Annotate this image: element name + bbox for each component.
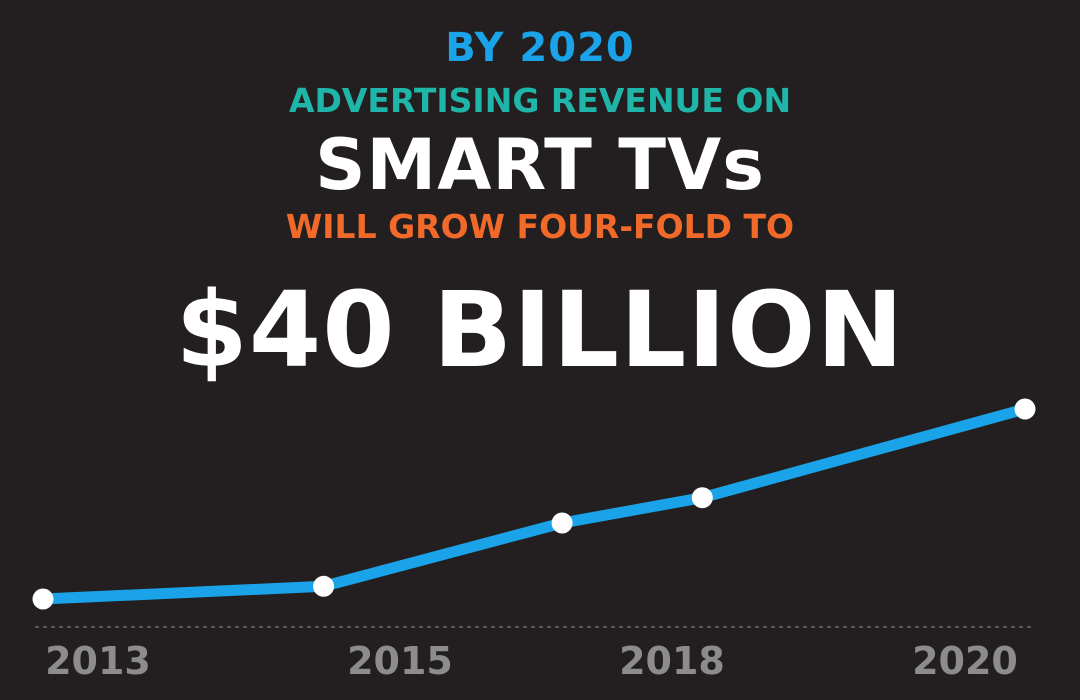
headline-subject: ADVERTISING REVENUE ON	[288, 81, 792, 120]
data-point	[1014, 398, 1036, 420]
data-point	[691, 487, 713, 509]
data-point	[551, 512, 573, 534]
data-point	[32, 588, 54, 610]
x-tick-label: 2013	[45, 639, 151, 683]
data-point	[313, 575, 335, 597]
headline-amount: $40 BILLION	[175, 269, 905, 391]
x-tick-label: 2018	[619, 639, 725, 683]
headline-growth: WILL GROW FOUR-FOLD TO	[285, 207, 795, 246]
headline-year: BY 2020	[445, 25, 635, 71]
series-line	[37, 403, 1031, 605]
x-tick-label: 2015	[347, 639, 453, 683]
headline-product: SMART TVs	[315, 124, 765, 206]
x-tick-label: 2020	[912, 639, 1018, 683]
